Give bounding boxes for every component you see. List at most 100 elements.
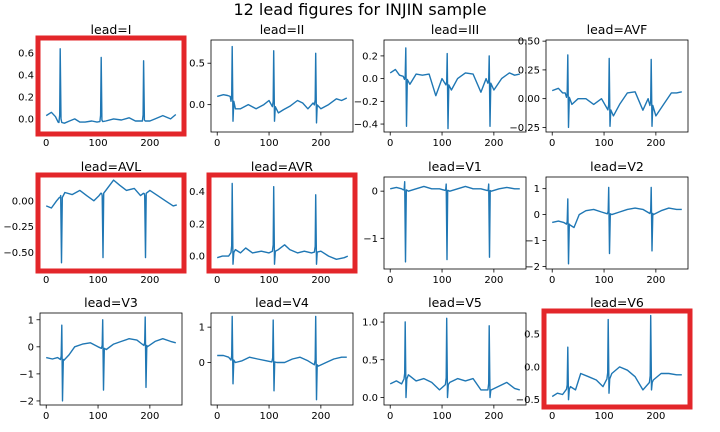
y-tick-label: −0.25: [509, 123, 540, 134]
x-tick-label: 200: [484, 411, 503, 422]
x-tick-label: 100: [259, 411, 278, 422]
x-tick-label: 0: [214, 275, 220, 286]
axes-frame: [39, 312, 183, 406]
y-tick-label: 0.5: [524, 330, 540, 341]
y-tick-label: 0.0: [524, 362, 540, 373]
x-tick-label: 0: [387, 275, 393, 286]
panel-i: lead=I 0 100 200 0.0 0.2 0.4 0.6: [18, 22, 187, 149]
x-tick-label: 200: [140, 411, 159, 422]
x-tick-label: 100: [594, 275, 613, 286]
y-tick-label: 0.0: [18, 114, 34, 125]
x-tick-label: 0: [387, 411, 393, 422]
x-tick-label: 100: [259, 275, 278, 286]
x-tick-label: 200: [140, 275, 159, 286]
panel-title: lead=AVF: [587, 22, 648, 37]
ecg-series-line: [217, 315, 347, 401]
x-tick-label: 0: [214, 138, 220, 149]
ecg-series-line: [45, 48, 177, 124]
ecg-series-line: [217, 45, 348, 124]
y-tick-label: 1.0: [362, 318, 378, 329]
ecg-series-line: [552, 186, 682, 265]
panel-title: lead=V2: [590, 159, 644, 174]
x-tick-label: 200: [646, 275, 665, 286]
x-tick-label: 100: [432, 275, 451, 286]
ecg-series-line: [551, 314, 682, 401]
panel-iii: lead=III 0 100 200 −0.4 −0.2 0.0 0.2: [354, 22, 527, 149]
x-tick-label: 0: [214, 411, 220, 422]
y-tick-label: −2: [525, 262, 540, 273]
x-tick-label: 100: [594, 138, 613, 149]
y-tick-label: 0: [199, 358, 205, 369]
y-tick-label: −0.5: [516, 395, 540, 406]
ecg-series-line: [390, 181, 520, 263]
panel-title: lead=II: [260, 22, 305, 37]
y-tick-label: 0.5: [189, 59, 205, 70]
x-tick-label: 100: [594, 411, 613, 422]
x-tick-label: 0: [43, 138, 49, 149]
panel-title: lead=V4: [255, 295, 309, 310]
panel-title: lead=V1: [428, 159, 482, 174]
panel-avl: lead=AVL 0 100 200 −0.50 −0.25 0.00: [3, 159, 187, 286]
panel-title: lead=V3: [84, 295, 138, 310]
y-tick-label: 0.4: [189, 187, 205, 198]
x-tick-label: 0: [549, 411, 555, 422]
panel-v6: lead=V6 0 100 200 −0.5 0.0 0.5: [516, 295, 693, 422]
x-tick-label: 0: [387, 138, 393, 149]
x-tick-label: 200: [311, 138, 330, 149]
x-tick-label: 200: [484, 138, 503, 149]
x-tick-label: 200: [311, 411, 330, 422]
y-tick-label: −1: [363, 234, 378, 245]
y-tick-label: −0.2: [354, 97, 378, 108]
panel-ii: lead=II 0 100 200 0.0 0.5: [189, 22, 354, 149]
x-tick-label: 100: [259, 138, 278, 149]
y-tick-label: −1: [525, 236, 540, 247]
panel-v4: lead=V4 0 100 200 0 1: [199, 295, 354, 422]
ecg-series-line: [46, 316, 176, 402]
y-tick-label: −0.4: [354, 120, 378, 131]
ecg-series-line: [45, 179, 177, 264]
y-tick-label: 0.0: [362, 74, 378, 85]
panel-v3: lead=V3 0 100 200 −2 −1 0 1: [19, 295, 183, 422]
x-tick-label: 100: [88, 275, 107, 286]
y-tick-label: 0.00: [12, 196, 34, 207]
y-tick-label: 0.5: [362, 355, 378, 366]
y-tick-label: 0: [534, 210, 540, 221]
y-tick-label: 0.0: [362, 393, 378, 404]
x-tick-label: 200: [311, 275, 330, 286]
panel-title: lead=I: [91, 22, 132, 37]
panel-v5: lead=V5 0 100 200 0.0 0.5 1.0: [362, 295, 527, 422]
y-tick-label: 0: [28, 342, 34, 353]
highlight-box: [206, 172, 358, 274]
axes-frame: [210, 312, 354, 406]
x-tick-label: 100: [432, 411, 451, 422]
axes-frame: [383, 312, 527, 406]
y-tick-label: 0.2: [362, 51, 378, 62]
panel-title: lead=AVL: [81, 159, 142, 174]
ecg-series-line: [551, 54, 682, 129]
y-tick-label: −1: [19, 369, 34, 380]
x-tick-label: 100: [88, 138, 107, 149]
axes-frame: [383, 176, 527, 270]
panel-avf: lead=AVF 0 100 200 −0.25 0.00 0.25 0.50: [509, 22, 689, 149]
x-tick-label: 200: [646, 411, 665, 422]
x-tick-label: 200: [646, 138, 665, 149]
x-tick-label: 0: [549, 275, 555, 286]
y-tick-label: 1: [28, 315, 34, 326]
y-tick-label: 0.0: [189, 252, 205, 263]
y-tick-label: 0.4: [18, 71, 34, 82]
highlight-box: [541, 308, 693, 410]
ecg-series-line: [389, 47, 520, 130]
y-tick-label: −0.50: [3, 248, 34, 259]
x-tick-label: 100: [432, 138, 451, 149]
x-tick-label: 100: [88, 411, 107, 422]
x-tick-label: 0: [549, 138, 555, 149]
y-tick-label: 0.00: [518, 94, 540, 105]
figure-title: 12 lead figures for INJIN sample: [233, 0, 486, 19]
x-tick-label: 200: [140, 138, 159, 149]
highlight-box: [35, 35, 187, 137]
panel-v2: lead=V2 0 100 200 −2 −1 0 1: [525, 159, 689, 286]
y-tick-label: −2: [19, 396, 34, 407]
y-tick-label: 1: [534, 184, 540, 195]
